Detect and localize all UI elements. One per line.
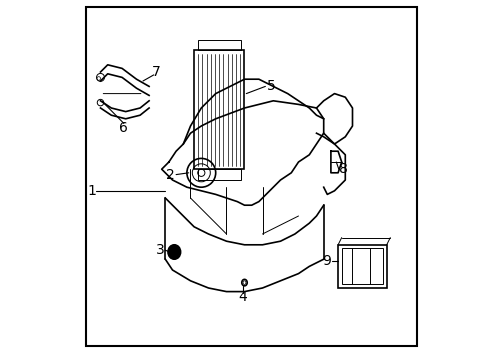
Text: 3: 3 [155,243,164,257]
Text: 6: 6 [119,121,128,135]
Text: 7: 7 [152,65,161,79]
Text: 4: 4 [238,290,246,304]
Bar [194,50,244,169]
Text: 1: 1 [87,184,96,198]
Ellipse shape [168,245,180,259]
Text: 2: 2 [166,168,175,181]
Bar [341,248,382,284]
Bar [197,169,241,180]
Text: 5: 5 [266,80,275,93]
Text: 9: 9 [322,254,330,268]
Text: 8: 8 [338,162,347,176]
Bar [337,245,386,288]
Bar [197,40,241,50]
